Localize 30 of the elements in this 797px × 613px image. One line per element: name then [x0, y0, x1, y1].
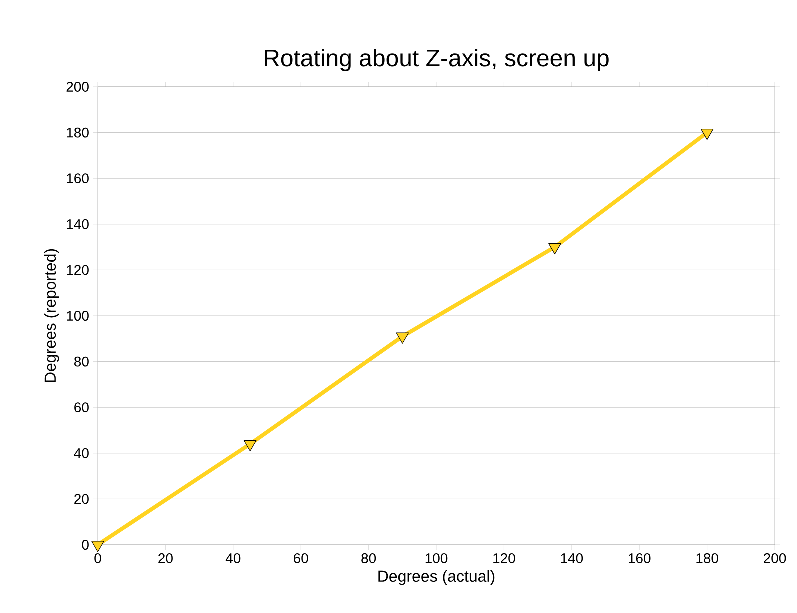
y-tick-label: 0 [82, 540, 89, 550]
point [548, 243, 562, 255]
x-tick-label: 180 [696, 554, 718, 564]
x-tick-label: 140 [561, 554, 584, 564]
y-tick-label: 160 [67, 174, 89, 184]
y-tick-label: 180 [67, 128, 89, 138]
y-tick-label: 20 [74, 494, 89, 504]
x-tick-label: 120 [494, 554, 516, 564]
y-tick-label: 60 [74, 402, 89, 413]
point [700, 128, 714, 140]
y-tick-label: 40 [74, 448, 89, 458]
x-axis-title: Degrees (actual) [378, 570, 495, 586]
y-tick-label: 200 [66, 82, 89, 92]
point [396, 332, 410, 344]
y-tick-label: 140 [67, 219, 89, 230]
point [92, 541, 104, 552]
x-tick-label: 100 [426, 554, 448, 564]
x-tick-label: 60 [294, 554, 308, 564]
x-tick-label: 80 [362, 554, 376, 564]
y-tick-label: 100 [67, 311, 89, 321]
x-tick-label: 40 [226, 554, 241, 564]
y-tick-label: 80 [74, 356, 89, 367]
x-tick-label: 160 [628, 554, 651, 564]
y-axis-title: Degrees (reported) [44, 249, 60, 382]
point [244, 440, 257, 452]
x-tick-label: 0 [94, 554, 102, 564]
y-tick-label: 120 [67, 265, 89, 276]
x-tick-label: 20 [158, 554, 173, 564]
chart-title: Rotating about Z-axis, screen up [265, 49, 609, 72]
x-tick-label: 200 [764, 554, 786, 564]
